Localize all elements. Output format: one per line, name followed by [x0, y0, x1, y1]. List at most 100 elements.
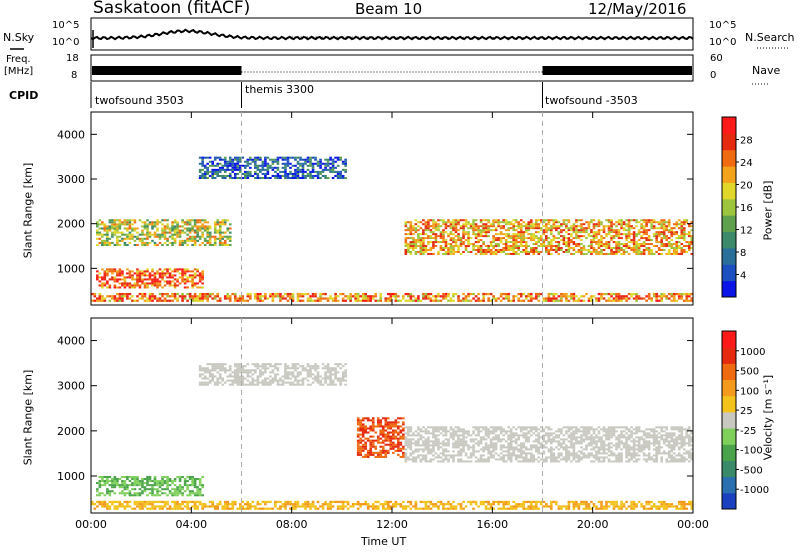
echo-cell [412, 442, 415, 445]
echo-cell [206, 156, 209, 159]
echo-cell [539, 219, 543, 222]
echo-cell [512, 235, 515, 238]
echo-cell [251, 174, 255, 177]
echo-cell [329, 295, 332, 298]
echo-cell [685, 292, 689, 296]
echo-cell [570, 444, 573, 447]
echo-cell [489, 442, 493, 445]
echo-cell [158, 221, 162, 224]
echo-cell [650, 430, 653, 433]
echo-cell [103, 475, 107, 479]
echo-cell [191, 286, 194, 289]
echo-cell [181, 243, 184, 247]
echo-cell [512, 245, 515, 248]
echo-cell [590, 295, 593, 298]
echo-cell [542, 219, 546, 222]
echo-cell [148, 292, 152, 296]
echo-cell [527, 432, 531, 435]
echo-cell [118, 292, 122, 296]
echo-cell [577, 436, 581, 439]
echo-cell [687, 292, 691, 296]
echo-cell [166, 484, 169, 487]
echo-cell [404, 250, 408, 253]
echo-cell [532, 250, 536, 253]
echo-cell [319, 381, 322, 384]
echo-cell [136, 282, 139, 285]
echo-cell [329, 377, 332, 380]
echo-cell [208, 174, 212, 177]
echo-cell [228, 235, 232, 238]
echo-cell [284, 297, 287, 300]
echo-cell [542, 450, 546, 453]
echo-cell [597, 247, 601, 250]
echo-cell [176, 270, 179, 273]
echo-cell [452, 446, 455, 449]
echo-cell [183, 241, 187, 244]
echo-cell [341, 375, 345, 378]
echo-cell [218, 235, 222, 238]
echo-cell [404, 245, 408, 248]
echo-cell [547, 440, 551, 443]
echo-cell [512, 239, 515, 242]
echo-cell [667, 225, 671, 228]
echo-cell [173, 480, 177, 483]
echo-cell [309, 297, 312, 300]
echo-cell [570, 432, 573, 435]
echo-cell [532, 252, 536, 255]
echo-cell [479, 249, 483, 251]
echo-cell [550, 252, 553, 255]
echo-cell [545, 434, 548, 437]
echo-cell [489, 252, 493, 255]
echo-cell [389, 292, 393, 296]
echo-cell [577, 299, 581, 302]
echo-cell [417, 456, 420, 459]
echo-cell [680, 237, 684, 240]
echo-cell [537, 434, 541, 437]
echo-cell [557, 233, 561, 236]
echo-cell [158, 482, 162, 485]
echo-cell [442, 428, 445, 431]
echo-cell [414, 241, 418, 244]
echo-cell [630, 233, 633, 236]
echo-cell [602, 460, 606, 463]
echo-cell [479, 250, 483, 253]
echo-cell [575, 219, 578, 222]
echo-cell [527, 448, 531, 451]
echo-cell [592, 460, 596, 463]
echo-cell [637, 442, 641, 445]
echo-cell [141, 278, 144, 281]
echo-cell [113, 482, 117, 485]
echo-cell [464, 454, 468, 457]
echo-cell [687, 231, 691, 234]
echo-cell [361, 299, 365, 302]
echo-cell [246, 172, 250, 175]
echo-cell [567, 245, 571, 248]
echo-cell [467, 233, 470, 236]
echo-cell [196, 297, 199, 300]
echo-cell [276, 383, 280, 386]
echo-cell [266, 381, 270, 384]
echo-cell [447, 299, 450, 302]
echo-cell [552, 448, 556, 451]
echo-cell [529, 219, 533, 222]
echo-cell [314, 158, 317, 161]
echo-cell [577, 243, 581, 246]
echo-cell [600, 250, 603, 253]
echo-cell [502, 221, 505, 224]
echo-cell [264, 383, 267, 386]
echo-cell [221, 241, 225, 244]
echo-cell [208, 379, 212, 382]
echo-cell [449, 227, 453, 230]
echo-cell [479, 235, 483, 238]
echo-cell [276, 162, 280, 165]
echo-cell [279, 156, 282, 159]
echo-cell [259, 369, 262, 372]
echo-cell [555, 458, 558, 461]
cpid-segment-2: themis 3300 [245, 83, 315, 96]
echo-cell [148, 241, 152, 244]
echo-cell [417, 297, 420, 300]
echo-cell [101, 243, 104, 247]
echo-cell [409, 297, 413, 300]
echo-cell [557, 454, 561, 457]
echo-cell [462, 250, 465, 253]
